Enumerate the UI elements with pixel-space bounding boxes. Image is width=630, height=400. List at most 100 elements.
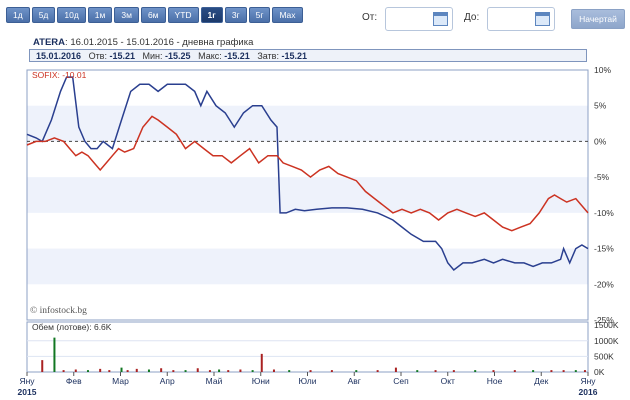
close-label: Затв:	[257, 51, 279, 61]
volume-frame	[26, 321, 589, 373]
volume-bar	[53, 337, 56, 372]
volume-bar	[184, 370, 187, 372]
x-tick-label: Юни	[252, 376, 270, 386]
series-line-sofix	[26, 115, 589, 232]
range-button-10[interactable]: Max	[272, 7, 303, 23]
volume-bar	[416, 370, 419, 372]
min-value: -15.25	[165, 51, 191, 61]
volume-tick-label: 1000K	[594, 336, 619, 346]
x-tick-label: Мар	[112, 376, 129, 386]
y-tick-label: -25%	[594, 315, 614, 325]
to-label: До:	[464, 12, 480, 23]
volume-tick-label: 1500K	[594, 320, 619, 330]
max-label: Макс:	[198, 51, 222, 61]
quote-date: 15.01.2016	[36, 51, 82, 61]
range-button-5[interactable]: 6м	[140, 7, 166, 23]
symbol-label: ATERA	[33, 37, 66, 48]
volume-bar	[160, 368, 163, 372]
volume-bar	[330, 370, 333, 372]
grid-band	[27, 248, 588, 285]
watermark: © infostock.bg	[30, 305, 87, 316]
series-line-atera	[26, 76, 589, 272]
volume-bar	[492, 370, 495, 372]
x-tick-year: 2015	[18, 387, 37, 397]
grid-band	[27, 105, 588, 142]
range-button-7[interactable]: 1г	[200, 7, 223, 23]
volume-bar	[227, 370, 230, 372]
x-tick-label: Окт	[441, 376, 455, 386]
volume-bar	[562, 370, 565, 372]
volume-bar	[108, 370, 111, 372]
volume-bar	[288, 370, 291, 372]
range-button-1[interactable]: 5д	[31, 7, 56, 23]
y-tick-label: -20%	[594, 279, 614, 289]
to-date-input[interactable]	[487, 7, 555, 31]
volume-bar	[376, 370, 379, 372]
volume-legend: Обем (лотове): 6.6K	[32, 322, 112, 332]
x-tick-label: Дек	[534, 376, 548, 386]
range-button-9[interactable]: 5г	[248, 7, 271, 23]
volume-bar	[574, 370, 577, 372]
y-tick-label: -5%	[594, 172, 610, 182]
volume-bar	[239, 369, 242, 372]
x-tick-label: Авг	[348, 376, 361, 386]
calendar-icon[interactable]	[535, 12, 550, 26]
range-button-4[interactable]: 3м	[114, 7, 139, 23]
quote-row: 15.01.2016 Отв: -15.21 Мин: -15.25 Макс:…	[29, 49, 587, 62]
volume-bar	[434, 370, 437, 372]
y-tick-label: 5%	[594, 101, 607, 111]
volume-bar	[550, 370, 553, 372]
open-label: Отв:	[88, 51, 107, 61]
volume-bar	[62, 370, 65, 372]
volume-bar	[135, 368, 138, 372]
x-tick-label: Ное	[487, 376, 503, 386]
plot-frame	[26, 69, 589, 321]
min-label: Мин:	[142, 51, 163, 61]
period-label: 16.01.2015 - 15.01.2016 - дневна графика	[70, 37, 254, 48]
range-button-8[interactable]: 3г	[224, 7, 247, 23]
volume-bar	[41, 360, 44, 372]
y-tick-label: 0%	[594, 136, 607, 146]
open-value: -15.21	[109, 51, 136, 61]
range-button-2[interactable]: 10д	[57, 7, 86, 23]
volume-bar	[126, 370, 129, 372]
volume-bar	[513, 370, 516, 372]
from-date-input[interactable]	[385, 7, 453, 31]
volume-bar	[86, 370, 89, 372]
calendar-icon[interactable]	[433, 12, 448, 26]
x-tick-year: 2016	[579, 387, 598, 397]
draw-button[interactable]: Начертай	[571, 9, 625, 29]
volume-bar	[147, 369, 150, 372]
volume-bar	[355, 370, 358, 372]
volume-bar	[583, 370, 586, 372]
x-tick-label: Юли	[299, 376, 317, 386]
volume-bar	[172, 370, 175, 372]
volume-bar	[218, 369, 221, 372]
x-tick-label: Фев	[66, 376, 82, 386]
range-button-0[interactable]: 1д	[6, 7, 30, 23]
x-tick-label: Яну	[19, 376, 35, 386]
volume-bar	[532, 370, 535, 372]
volume-bar	[260, 353, 263, 372]
volume-bar	[272, 369, 275, 372]
range-button-group: 1д 5д 10д 1м 3м 6м YTD 1г 3г 5г Max	[6, 7, 303, 23]
x-tick-label: Май	[206, 376, 223, 386]
x-tick-label: Сеп	[393, 376, 409, 386]
volume-bar	[120, 367, 123, 372]
close-value: -15.21	[281, 51, 308, 61]
chart-header: ATERA: 16.01.2015 - 15.01.2016 - дневна …	[33, 37, 254, 48]
volume-bar	[394, 367, 397, 372]
max-value: -15.21	[224, 51, 250, 61]
range-button-3[interactable]: 1м	[87, 7, 113, 23]
y-tick-label: 10%	[594, 65, 611, 75]
volume-bar	[309, 370, 312, 372]
range-button-6[interactable]: YTD	[167, 7, 199, 23]
volume-bar	[251, 370, 254, 372]
volume-bar	[474, 370, 477, 372]
from-label: От:	[362, 12, 378, 23]
volume-tick-label: 0K	[594, 367, 605, 377]
volume-bar	[452, 370, 455, 372]
volume-bar	[208, 370, 211, 372]
y-tick-label: -10%	[594, 208, 614, 218]
